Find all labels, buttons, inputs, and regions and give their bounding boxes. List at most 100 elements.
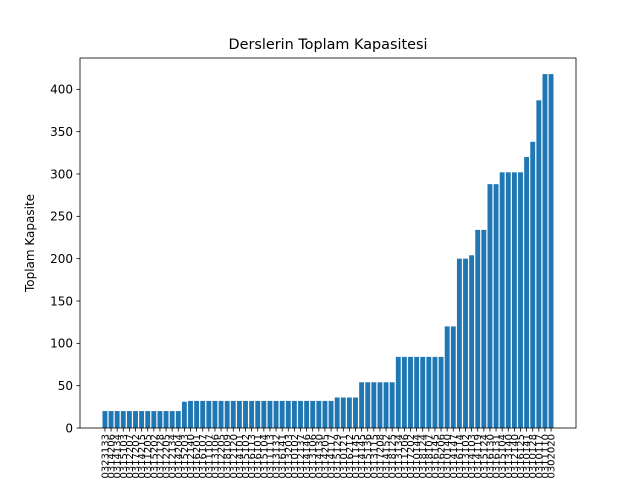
- x-tick-label: 0310121: [339, 434, 350, 479]
- x-tick-label: 0315104: [498, 434, 509, 479]
- x-tick-label: 0315129: [333, 434, 344, 479]
- x-tick-label: 0310140: [443, 434, 454, 479]
- x-tick-label: 0316145: [430, 434, 441, 479]
- bar: [463, 258, 468, 428]
- y-tick-label: 250: [50, 210, 73, 224]
- x-tick-label: 0312207: [125, 434, 136, 479]
- x-tick-label: 0311145: [351, 434, 362, 479]
- x-tick-label: 0310102: [290, 434, 301, 479]
- x-tick-label: 0313102: [461, 434, 472, 479]
- bar: [450, 326, 456, 428]
- x-tick-label: 0318107: [424, 434, 435, 479]
- bar: [383, 382, 389, 428]
- bar: [530, 141, 536, 428]
- bar: [316, 400, 322, 428]
- x-tick-label: 0310141: [522, 434, 533, 479]
- bar: [139, 411, 145, 428]
- y-tick-label: 400: [50, 83, 73, 97]
- x-tick-label: 0316107: [198, 434, 209, 479]
- x-tick-label: 0313106: [210, 434, 221, 479]
- bar: [426, 356, 432, 428]
- x-tick-label: 0311113: [265, 434, 276, 479]
- chart-title: Derslerin Toplam Kapasitesi: [229, 37, 428, 53]
- bar: [255, 400, 261, 428]
- x-tick-label: 0311205: [143, 434, 154, 479]
- bar: [133, 411, 138, 428]
- bar: [444, 326, 450, 428]
- bar: [298, 400, 303, 428]
- x-tick-label: 0315202: [149, 434, 160, 479]
- bar: [181, 401, 187, 428]
- y-tick-label: 0: [65, 421, 73, 435]
- x-tick-label: 0314206: [107, 434, 118, 479]
- bar: [236, 400, 242, 428]
- x-tick-label: 0311110: [540, 434, 551, 479]
- x-tick-label: 0316113: [247, 434, 258, 479]
- bar: [310, 400, 316, 428]
- bar: [340, 397, 346, 428]
- bar: [322, 400, 328, 428]
- bar: [261, 400, 267, 428]
- x-tick-label: 0314103: [467, 434, 478, 479]
- y-tick-label: 300: [50, 167, 73, 181]
- x-tick-label: 0315136: [363, 434, 374, 479]
- bar: [548, 74, 554, 428]
- x-tick-label: 0314204: [174, 434, 185, 479]
- bar: [469, 255, 475, 428]
- x-tick-label: 0314119: [473, 434, 484, 479]
- x-tick-label: 0314152: [382, 434, 393, 479]
- bar: [157, 411, 163, 428]
- bar: [365, 382, 371, 428]
- bar: [420, 356, 426, 428]
- y-tick-label: 150: [50, 294, 73, 308]
- bar: [291, 400, 297, 428]
- x-tick-label: 0316201: [192, 434, 203, 479]
- x-tick-label: 0314215: [137, 434, 148, 479]
- bar: [536, 100, 542, 428]
- bar: [353, 397, 358, 428]
- x-tick-label: 0311107: [204, 434, 215, 479]
- bar: [243, 400, 248, 428]
- y-tick-label: 200: [50, 252, 73, 266]
- x-tick-label: 0315103: [119, 434, 130, 479]
- x-tick-label: 0315203: [180, 434, 191, 479]
- x-tick-label: 0312140: [186, 434, 197, 479]
- x-axis: 0323133031420603141340315103031220703172…: [100, 428, 558, 479]
- x-tick-label: 0314134: [113, 434, 124, 479]
- x-tick-label: 0318125: [388, 434, 399, 479]
- x-tick-label: 0314147: [449, 434, 460, 479]
- bar: [212, 400, 218, 428]
- x-tick-label: 0315104: [259, 434, 270, 479]
- y-axis-label: Toplam Kapasite: [23, 194, 37, 293]
- x-tick-label: 0314146: [302, 434, 313, 479]
- bar: [230, 400, 236, 428]
- x-tick-label: 0314101: [235, 434, 246, 479]
- bar: [151, 411, 157, 428]
- x-tick-label: 0314130: [314, 434, 325, 479]
- bar: [108, 411, 114, 428]
- bar: [438, 356, 444, 428]
- x-tick-label: 0315124: [479, 434, 490, 479]
- x-tick-label: 0313106: [308, 434, 319, 479]
- bar: [377, 382, 383, 428]
- bar: [102, 411, 108, 428]
- bar: [334, 397, 340, 428]
- x-tick-label: 0312205: [217, 434, 228, 479]
- bar: [493, 184, 499, 428]
- bar: [126, 411, 132, 428]
- bar: [285, 400, 291, 428]
- bar: [175, 411, 181, 428]
- x-tick-label: 0316206: [437, 434, 448, 479]
- x-tick-label: 0312128: [155, 434, 166, 479]
- bar: [304, 400, 310, 428]
- x-tick-label: 0323133: [100, 434, 111, 479]
- bar: [206, 400, 212, 428]
- x-tick-label: 0317202: [131, 434, 142, 479]
- bar: [371, 382, 377, 428]
- bar: [359, 382, 365, 428]
- bar: [273, 400, 279, 428]
- bar: [163, 411, 169, 428]
- y-tick-label: 100: [50, 337, 73, 351]
- bar: [414, 356, 420, 428]
- y-axis: 0 50 100 150 200 250 300 350 400: [50, 83, 80, 435]
